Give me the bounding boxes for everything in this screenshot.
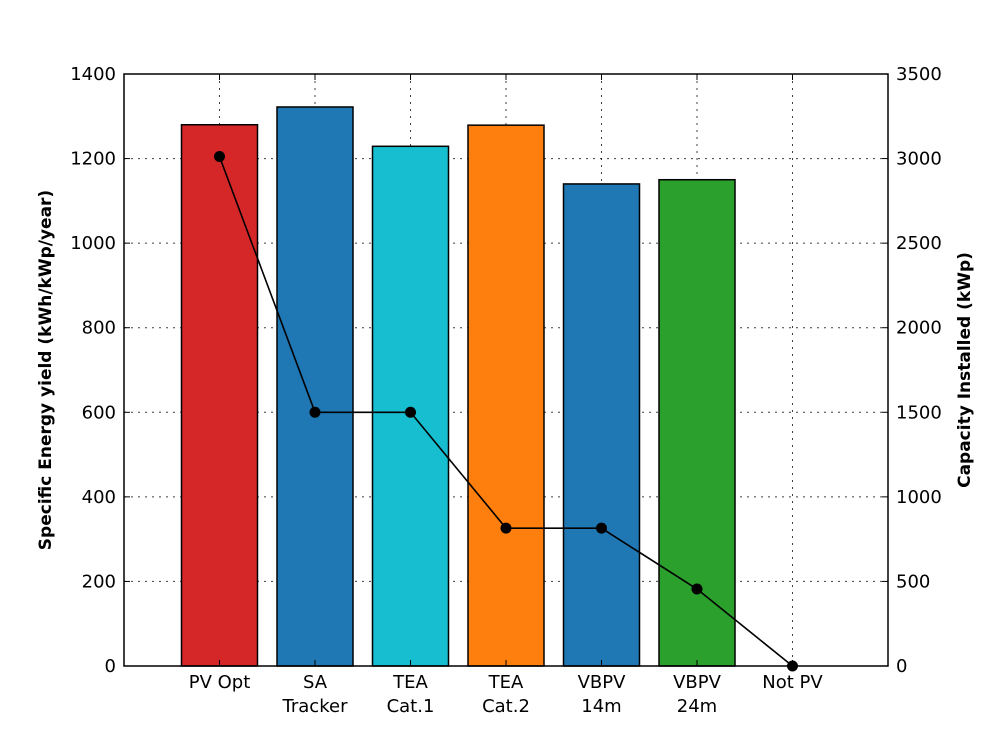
x-tick-label-line: Not PV bbox=[762, 672, 823, 693]
y-tick-label-left: 400 bbox=[82, 487, 116, 508]
capacity-point bbox=[691, 583, 703, 595]
x-tick-label-line: 14m bbox=[581, 696, 621, 717]
x-tick-label: VBPV 24m bbox=[673, 672, 722, 717]
y-tick-label-right: 3000 bbox=[896, 149, 942, 170]
x-tick-label: VBPV 14m bbox=[578, 672, 627, 717]
y-tick-label-right: 1000 bbox=[896, 487, 942, 508]
x-tick-label: PV Opt bbox=[189, 672, 251, 693]
y-tick-label-left: 600 bbox=[82, 402, 116, 423]
capacity-point bbox=[596, 522, 607, 534]
y-tick-label-right: 2000 bbox=[896, 318, 942, 339]
x-tick-label-line: Cat.2 bbox=[482, 696, 530, 717]
bar bbox=[467, 124, 545, 667]
x-tick-label-line: Tracker bbox=[282, 696, 349, 717]
x-tick-label-line: VBPV bbox=[673, 672, 722, 693]
x-tick-label-line: SA bbox=[303, 672, 328, 693]
y-tick-label-left: 1400 bbox=[70, 64, 116, 85]
y-tick-label-left: 0 bbox=[105, 656, 116, 677]
y-tick-label-left: 1000 bbox=[70, 233, 116, 254]
line-layer bbox=[214, 151, 798, 672]
x-tick-label-line: VBPV bbox=[578, 672, 627, 693]
y-tick-label-left: 200 bbox=[82, 571, 116, 592]
y-axis-title-left: Specific Energy yield (kWh/kWp/year) bbox=[36, 190, 56, 550]
bar bbox=[180, 123, 259, 667]
bar bbox=[371, 145, 450, 667]
y-tick-label-left: 800 bbox=[82, 318, 116, 339]
capacity-point bbox=[405, 406, 416, 418]
x-tick-label: SA Tracker bbox=[282, 672, 349, 717]
bar bbox=[276, 106, 354, 667]
capacity-point bbox=[500, 522, 512, 534]
x-tick-label: TEA Cat.2 bbox=[482, 672, 530, 717]
y-axis-title-right: Capacity Installed (kWp) bbox=[955, 252, 975, 488]
x-tick-label-line: PV Opt bbox=[189, 672, 251, 693]
axis-layer: 0 200 400 600 800 1000 1200 1400 0 500 1000 1500 200… bbox=[70, 64, 942, 717]
y-tick-label-right: 500 bbox=[896, 571, 930, 592]
x-tick-label: Not PV bbox=[762, 672, 823, 693]
y-tick-label-right: 2500 bbox=[896, 233, 942, 254]
capacity-point bbox=[309, 406, 321, 418]
x-tick-label-line: Cat.1 bbox=[387, 696, 435, 717]
y-tick-label-left: 1200 bbox=[70, 149, 116, 170]
bar bbox=[562, 183, 641, 667]
x-tick-label: TEA Cat.1 bbox=[387, 672, 435, 717]
x-tick-label-line: 24m bbox=[677, 696, 717, 717]
y-tick-label-right: 1500 bbox=[896, 402, 942, 423]
x-tick-label-line: TEA bbox=[488, 672, 524, 693]
bar-layer bbox=[180, 106, 736, 667]
capacity-point bbox=[214, 151, 225, 163]
y-tick-label-right: 3500 bbox=[896, 64, 942, 85]
x-tick-label-line: TEA bbox=[392, 672, 428, 693]
y-tick-label-right: 0 bbox=[896, 656, 907, 677]
